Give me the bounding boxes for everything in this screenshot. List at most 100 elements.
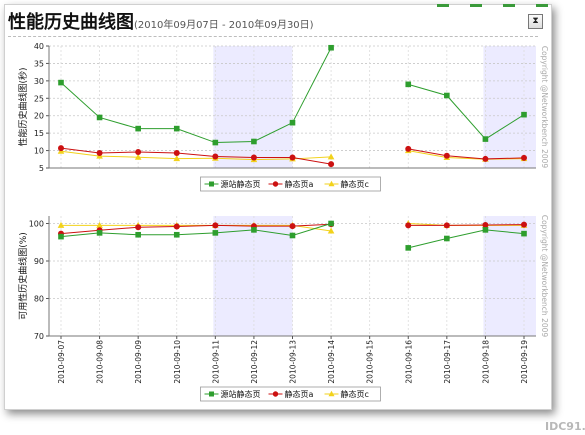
data-point (96, 150, 103, 157)
x-tick-label: 2010-09-17 (443, 340, 452, 384)
date-range-subtitle: (2010年09月07日 - 2010年09月30日) (134, 20, 314, 31)
data-point (96, 221, 103, 228)
x-tick-label: 2010-09-14 (327, 340, 336, 384)
y-tick-label: 35 (34, 59, 44, 68)
y-tick-label: 90 (34, 257, 44, 266)
legend-label: 源站静态页 (221, 389, 261, 399)
data-point (405, 145, 412, 152)
data-point (289, 223, 296, 230)
data-point (58, 233, 64, 240)
x-tick-label: 2010-09-07 (57, 340, 66, 384)
x-tick-label: 2010-09-18 (481, 340, 490, 384)
data-point (212, 230, 219, 236)
data-point (57, 221, 65, 228)
x-tick-label: 2010-09-10 (173, 340, 182, 384)
y-tick-label: 15 (34, 129, 44, 138)
shaded-range (483, 216, 536, 336)
legend-label: 源站静态页 (221, 179, 261, 189)
data-point (521, 111, 527, 118)
export-icon[interactable]: ⧗ (528, 14, 543, 29)
data-point (327, 153, 335, 160)
x-tick-label: 2010-09-19 (520, 340, 529, 384)
legend: 源站静态页 静态页a 静态页c (200, 386, 381, 402)
x-tick-label: 2010-09-16 (404, 340, 413, 384)
y-axis-label: 可用性历史曲线图(%) (17, 232, 29, 320)
data-point (173, 155, 181, 162)
data-point (328, 44, 334, 51)
data-point (58, 79, 64, 86)
y-tick-label: 80 (34, 295, 44, 304)
chart-2: 70 80 90 100 2010-09-07 2010-09-08 2010-09-09 2… (17, 215, 549, 402)
data-point (251, 227, 257, 233)
data-point (482, 155, 489, 162)
data-point (327, 227, 335, 234)
data-point (444, 92, 450, 99)
data-point (212, 139, 219, 146)
y-tick-label: 40 (34, 42, 44, 51)
series-1 (58, 44, 527, 146)
data-point (443, 152, 450, 159)
data-point (289, 232, 296, 239)
data-point (482, 222, 489, 228)
data-point (135, 125, 141, 132)
x-tick-label: 2010-09-11 (211, 340, 220, 384)
data-point (521, 230, 527, 237)
title-divider (8, 36, 538, 37)
chart-1: 5 10 15 20 25 30 35 40 性能历史曲线图(秒) Copyright @Netw… (17, 42, 549, 192)
x-tick-label: 2010-09-08 (96, 340, 105, 384)
data-point (289, 154, 296, 161)
data-point (251, 138, 257, 145)
data-point (521, 154, 527, 161)
legend-label: 静态页a (285, 179, 314, 189)
x-tick-label: 2010-09-15 (366, 340, 375, 384)
data-point (173, 150, 180, 157)
y-tick-label: 100 (29, 220, 44, 229)
top-tab-mark (470, 4, 482, 7)
data-point (444, 235, 450, 242)
copyright-label: Copyright @Networkbench 2009 (540, 46, 549, 169)
data-point (405, 222, 412, 229)
shaded-range (483, 46, 536, 168)
legend-label: 静态页c (341, 389, 369, 399)
legend-marker (209, 181, 214, 187)
y-tick-label: 5 (39, 164, 44, 173)
copyright-label: Copyright @Networkbench 2009 (540, 215, 549, 338)
top-tab-mark (536, 4, 548, 7)
data-point (212, 222, 219, 229)
legend-box (200, 176, 381, 192)
y-tick-label: 25 (34, 94, 44, 103)
series-1 (58, 220, 527, 251)
y-tick-label: 30 (34, 77, 44, 86)
data-point (328, 161, 335, 168)
legend-marker (328, 180, 335, 187)
chart-title: 性能历史曲线图 (8, 12, 134, 33)
data-point (173, 231, 180, 238)
top-tab-mark (437, 4, 449, 7)
legend-marker (209, 391, 214, 397)
data-point (521, 221, 527, 228)
legend-marker (272, 181, 279, 187)
data-point (212, 153, 219, 160)
data-point (96, 114, 103, 121)
data-point (173, 125, 180, 132)
data-point (482, 227, 489, 233)
x-tick-label: 2010-09-13 (289, 340, 298, 384)
data-point (289, 119, 296, 126)
data-point (405, 245, 412, 251)
series-line (60, 47, 525, 144)
top-tab-mark (503, 4, 515, 7)
data-point (96, 230, 103, 236)
data-point (443, 222, 450, 229)
legend: 源站静态页 静态页a 静态页c (200, 176, 381, 192)
series-line (60, 223, 525, 235)
data-point (135, 148, 142, 155)
shaded-range (213, 46, 293, 168)
legend-label: 静态页a (285, 389, 314, 399)
series-line (60, 147, 525, 165)
data-point (250, 154, 257, 161)
y-tick-label: 10 (34, 147, 44, 156)
x-tick-label: 2010-09-12 (250, 340, 259, 384)
data-point (134, 153, 142, 160)
series-2 (58, 145, 527, 168)
